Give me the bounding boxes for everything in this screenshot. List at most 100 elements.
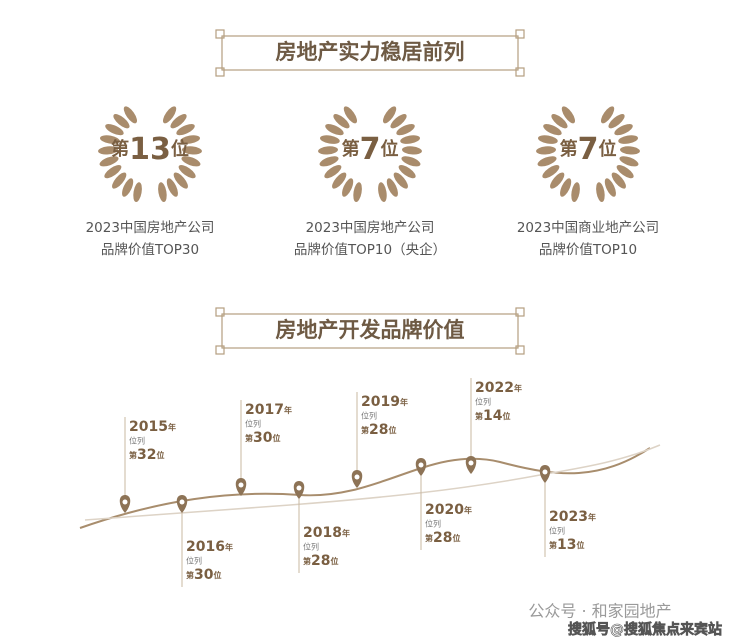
laurel-leaf <box>353 182 362 202</box>
year: 2019年 <box>361 394 408 410</box>
laurel-leaf <box>571 182 580 202</box>
rank-suffix: 位 <box>213 570 221 580</box>
laurel-leaf <box>542 164 560 179</box>
award-line: 2023中国房地产公司 <box>306 220 435 236</box>
year: 2017年 <box>245 402 292 418</box>
laurel-leaf <box>324 164 342 179</box>
year-unit: 年 <box>514 383 522 393</box>
laurel-leaf <box>133 182 142 202</box>
year: 2023年 <box>549 509 596 525</box>
laurel-leaf <box>99 156 119 167</box>
laurel-leaf <box>378 182 387 202</box>
award-line: 品牌价值TOP30 <box>101 241 199 258</box>
rank-text: 第7位 <box>560 132 617 167</box>
laurel-leaf <box>550 172 565 189</box>
laurel-leaf <box>320 135 340 144</box>
watermark: 公众号 · 和家园地产 <box>528 602 671 621</box>
pin-dot <box>542 469 548 475</box>
title-frame <box>215 29 525 355</box>
laurel-leaf <box>382 106 397 124</box>
year-unit: 年 <box>168 422 176 432</box>
timeline-curve-light <box>84 444 661 521</box>
rank: 第30位 <box>186 567 221 583</box>
rank-suffix: 位 <box>171 138 189 160</box>
laurel-leaf <box>551 114 568 129</box>
laurel-leaf <box>560 178 572 197</box>
rank-number: 14 <box>483 408 503 424</box>
rank-prefix: 第 <box>245 433 253 443</box>
year: 2016年 <box>186 539 233 555</box>
laurel-leaf <box>100 135 120 144</box>
rank-prefix: 第 <box>303 556 311 566</box>
rank-suffix: 位 <box>380 138 398 160</box>
laurel-leaf <box>342 178 354 197</box>
rank: 第30位 <box>245 430 280 446</box>
rank: 第14位 <box>475 408 510 424</box>
laurel-leaf <box>393 172 408 189</box>
laurel-leaf <box>180 135 200 144</box>
laurel-leaf <box>182 146 202 155</box>
year-number: 2015 <box>129 419 168 435</box>
year-unit: 年 <box>464 505 472 515</box>
year-unit: 年 <box>284 405 292 415</box>
section-title: 房地产开发品牌价值 <box>276 318 465 342</box>
laurel-leaf <box>600 106 615 124</box>
laurel-leaf <box>113 114 130 129</box>
laurel-leaf <box>536 146 556 155</box>
rank-number: 30 <box>253 430 273 446</box>
laurel-leaf <box>402 146 422 155</box>
award-line: 品牌价值TOP10（央企） <box>294 241 446 258</box>
laurel-leaf <box>173 172 188 189</box>
caption: 位列 <box>361 411 377 421</box>
year: 2015年 <box>129 419 176 435</box>
laurel-leaf <box>123 106 138 124</box>
laurel-leaf <box>398 164 416 179</box>
rank-prefix: 第 <box>129 450 137 460</box>
rank: 第28位 <box>425 530 460 546</box>
laurel-leaf <box>105 124 124 136</box>
rank-prefix: 第 <box>186 570 194 580</box>
laurel-leaf <box>604 178 616 197</box>
year-unit: 年 <box>400 397 408 407</box>
year-number: 2023 <box>549 509 588 525</box>
rank-number: 28 <box>433 530 452 546</box>
caption: 位列 <box>425 519 441 529</box>
laurel-leaf <box>333 114 350 129</box>
rank-prefix: 第 <box>549 540 557 550</box>
rank: 第32位 <box>129 447 164 463</box>
rank: 第28位 <box>361 422 396 438</box>
laurel-leaf <box>170 114 187 129</box>
rank-prefix: 第 <box>425 533 433 543</box>
rank-text: 第13位 <box>111 132 189 167</box>
rank-number: 7 <box>578 132 599 167</box>
rank-suffix: 位 <box>576 540 584 550</box>
laurel-leaf <box>178 164 196 179</box>
year-unit: 年 <box>225 542 233 552</box>
laurel-leaf <box>158 182 167 202</box>
watermark: 搜狐号@搜狐焦点来宾站 <box>568 621 722 638</box>
rank-suffix: 位 <box>452 533 460 543</box>
laurel-leaf <box>176 124 195 136</box>
rank-number: 32 <box>137 447 156 463</box>
pin-dot <box>122 499 128 505</box>
laurel-leaf <box>325 124 344 136</box>
rank-suffix: 位 <box>502 411 510 421</box>
laurel-leaf <box>343 106 358 124</box>
year: 2018年 <box>303 525 350 541</box>
year: 2022年 <box>475 380 522 396</box>
rank-prefix: 第 <box>342 138 360 160</box>
year-number: 2018 <box>303 525 342 541</box>
laurel-leaf <box>332 172 347 189</box>
laurel-leaf <box>319 156 339 167</box>
laurel-leaf <box>616 164 634 179</box>
laurel-leaf <box>618 135 638 144</box>
laurel-leaf <box>98 146 118 155</box>
pin-dot <box>238 482 244 488</box>
rank-number: 30 <box>194 567 214 583</box>
rank: 第28位 <box>303 553 338 569</box>
laurel-leaf <box>596 182 605 202</box>
laurel-leaf <box>611 172 626 189</box>
rank-prefix: 第 <box>475 411 483 421</box>
rank-text: 第7位 <box>342 132 399 167</box>
laurel-leaf <box>386 178 398 197</box>
